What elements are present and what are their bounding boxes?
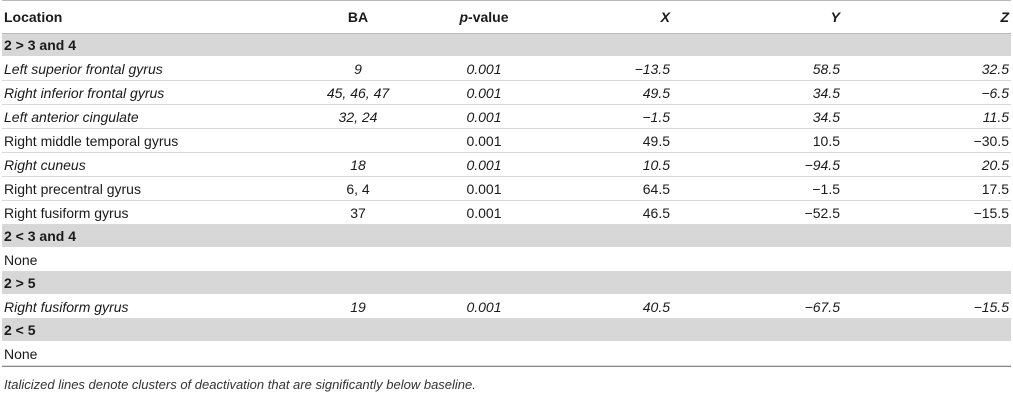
header-y: Y <box>830 9 840 25</box>
header-ba: BA <box>347 9 369 25</box>
cell-location: Left superior frontal gyrus <box>4 60 163 77</box>
header-location: Location <box>4 9 63 25</box>
table-top-rule <box>2 0 1011 1</box>
cell-location: Right middle temporal gyrus <box>4 132 179 149</box>
cell-x: −1.5 <box>642 108 670 125</box>
table-row: Right inferior frontal gyrus 45, 46, 47 0.… <box>2 81 1011 105</box>
table-footnote: Italicized lines denote clusters of deac… <box>4 377 476 392</box>
section-header-row: 2 > 3 and 4 <box>2 34 1011 57</box>
cell-y: 10.5 <box>812 132 840 149</box>
header-p-value: p-value <box>414 9 554 25</box>
header-p-italic: p <box>459 9 469 25</box>
cell-y: 58.5 <box>812 60 840 77</box>
cell-z: 20.5 <box>981 156 1009 173</box>
cell-ba: 18 <box>350 156 366 173</box>
table-header-row: Location BA p-value X Y Z <box>2 1 1011 34</box>
table-row: Right middle temporal gyrus 0.001 49.5 10.5… <box>2 129 1011 153</box>
section-label: 2 > 5 <box>4 275 36 291</box>
table-bottom-rule <box>2 366 1011 367</box>
section-header-row: 2 < 5 <box>2 319 1011 342</box>
cell-z: 32.5 <box>981 60 1009 77</box>
cell-x: 64.5 <box>642 180 670 197</box>
cell-z: −15.5 <box>973 204 1009 221</box>
cell-z: −15.5 <box>973 298 1009 315</box>
cell-ba: 9 <box>354 60 362 77</box>
cell-y: −94.5 <box>804 156 840 173</box>
cell-p-value: 0.001 <box>466 60 502 77</box>
results-table: Location BA p-value X Y Z 2 > 3 and 4 Lef… <box>0 0 1013 392</box>
cell-p-value: 0.001 <box>466 204 502 221</box>
header-p-rest: -value <box>468 9 509 25</box>
table-row: Left superior frontal gyrus 9 0.001 −13.5 58… <box>2 57 1011 81</box>
cell-location: Right fusiform gyrus <box>4 298 129 315</box>
cell-ba: 37 <box>350 204 366 221</box>
table-row: Right precentral gyrus 6, 4 0.001 64.5 −1.5 1… <box>2 177 1011 201</box>
cell-p-value: 0.001 <box>466 298 502 315</box>
header-x: X <box>660 9 670 25</box>
table-row: Right fusiform gyrus 37 0.001 46.5 −52.5 −15.… <box>2 201 1011 225</box>
cell-p-value: 0.001 <box>466 132 502 149</box>
cell-location: Right cuneus <box>4 156 86 173</box>
cell-z: −30.5 <box>973 132 1009 149</box>
cell-y: −52.5 <box>804 204 840 221</box>
table-body: 2 > 3 and 4 Left superior frontal gyrus 9 0… <box>0 34 1013 366</box>
table-row: None <box>2 248 1011 272</box>
cell-location: None <box>4 251 38 268</box>
cell-ba: 19 <box>350 298 366 315</box>
cell-location: Left anterior cingulate <box>4 108 139 125</box>
cell-x: 49.5 <box>642 84 670 101</box>
cell-location: Right fusiform gyrus <box>4 204 129 221</box>
cell-x: 40.5 <box>642 298 670 315</box>
table-row: Left anterior cingulate 32, 24 0.001 −1.5 34… <box>2 105 1011 129</box>
cell-p-value: 0.001 <box>466 156 502 173</box>
cell-location: Right inferior frontal gyrus <box>4 84 165 101</box>
section-label: 2 < 3 and 4 <box>4 228 76 244</box>
header-z: Z <box>1000 9 1009 25</box>
cell-location: None <box>4 345 38 362</box>
cell-y: 34.5 <box>812 84 840 101</box>
cell-location: Right precentral gyrus <box>4 180 141 197</box>
cell-ba: 6, 4 <box>346 180 370 197</box>
section-label: 2 < 5 <box>4 322 36 338</box>
cell-x: −13.5 <box>634 60 670 77</box>
cell-z: −6.5 <box>981 84 1009 101</box>
cell-ba: 45, 46, 47 <box>326 84 390 101</box>
section-header-row: 2 < 3 and 4 <box>2 225 1011 248</box>
cell-x: 49.5 <box>642 132 670 149</box>
section-label: 2 > 3 and 4 <box>4 37 76 53</box>
cell-p-value: 0.001 <box>466 84 502 101</box>
section-header-row: 2 > 5 <box>2 272 1011 295</box>
cell-z: 11.5 <box>982 108 1009 125</box>
cell-z: 17.5 <box>981 180 1009 197</box>
cell-y: −1.5 <box>812 180 840 197</box>
table-row: None <box>2 342 1011 366</box>
cell-ba: 32, 24 <box>338 108 378 125</box>
cell-p-value: 0.001 <box>466 180 502 197</box>
cell-x: 46.5 <box>642 204 670 221</box>
cell-p-value: 0.001 <box>466 108 502 125</box>
cell-x: 10.5 <box>642 156 670 173</box>
cell-y: −67.5 <box>804 298 840 315</box>
cell-y: 34.5 <box>812 108 840 125</box>
table-row: Right fusiform gyrus 19 0.001 40.5 −67.5 −15.… <box>2 295 1011 319</box>
table-row: Right cuneus 18 0.001 10.5 −94.5 20.5 <box>2 153 1011 177</box>
